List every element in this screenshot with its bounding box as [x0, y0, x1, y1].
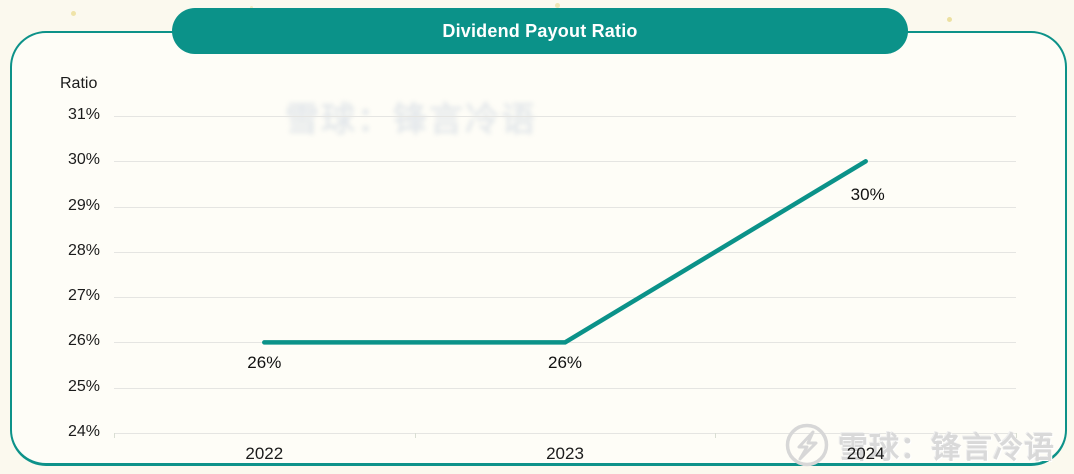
data-point-label: 30% — [850, 185, 885, 205]
x-axis-label: 2022 — [245, 444, 284, 463]
gridline — [114, 206, 1016, 208]
chart-panel — [10, 31, 1067, 466]
y-axis-tick-label: 24% — [67, 423, 100, 440]
data-point-label: 26% — [547, 353, 583, 373]
chart-title-pill: Dividend Payout Ratio — [172, 8, 908, 54]
y-axis-tick-label: 28% — [67, 241, 100, 259]
watermark-text: 雪球：锋言冷语 — [838, 432, 1055, 465]
y-axis-title: Ratio — [60, 75, 98, 92]
gridline — [114, 161, 1016, 163]
x-axis-tick — [414, 433, 416, 438]
y-axis-tick-label: 29% — [67, 196, 100, 214]
chart-title: Dividend Payout Ratio — [442, 20, 638, 41]
x-axis-label: 2024 — [846, 444, 885, 463]
y-axis-tick-label: 31% — [67, 106, 100, 123]
gridline — [114, 297, 1016, 299]
gridline — [114, 433, 1016, 434]
y-axis-tick-label: 27% — [67, 287, 100, 305]
x-axis-tick — [114, 433, 115, 438]
y-axis-tick-label: 25% — [67, 377, 100, 395]
gridline — [114, 387, 1016, 389]
x-axis-tick — [715, 433, 717, 438]
gridline — [114, 251, 1016, 253]
gridline — [114, 116, 1016, 117]
x-axis-tick — [1016, 433, 1017, 438]
x-axis-label: 2023 — [546, 444, 584, 463]
y-axis-tick-label: 30% — [67, 151, 100, 169]
site-watermark: 雪球：锋言冷语 — [784, 422, 1055, 468]
faded-center-watermark: 雪球：锋言冷语 — [285, 101, 537, 139]
snowball-logo-icon — [785, 423, 829, 467]
y-axis-tick-label: 26% — [67, 332, 100, 350]
series-line — [262, 159, 868, 345]
data-point-label: 26% — [247, 353, 282, 373]
